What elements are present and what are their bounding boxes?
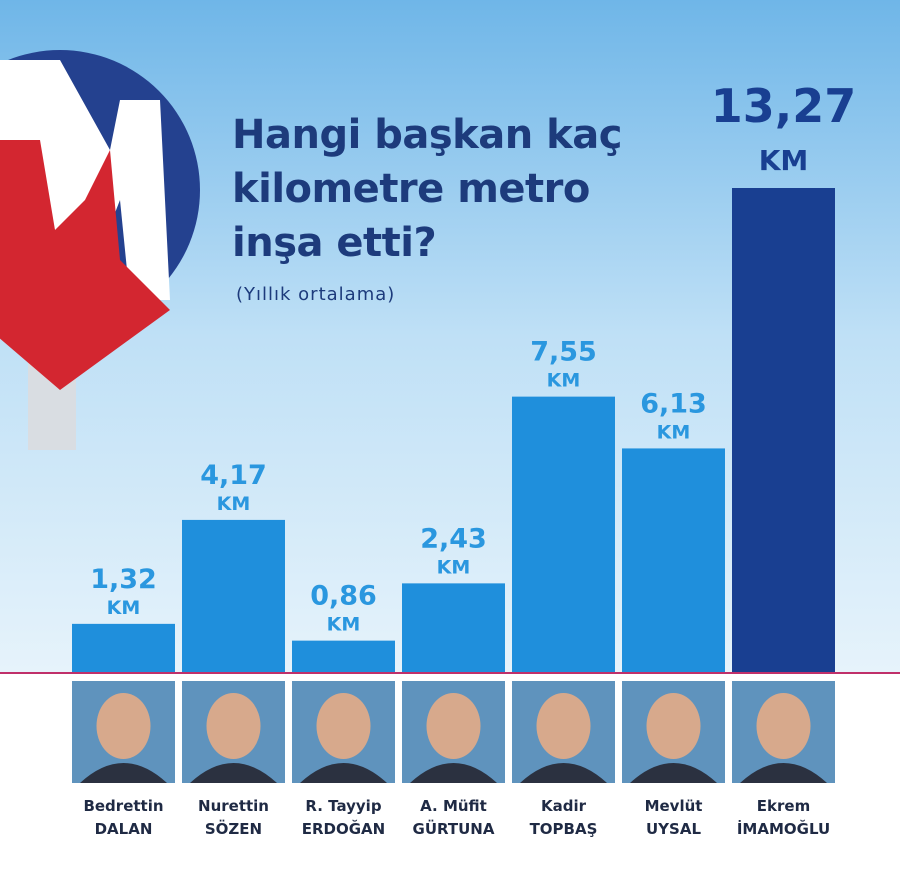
- portrait-suit: [300, 763, 387, 783]
- value-label: 0,86: [310, 581, 377, 612]
- unit-label: KM: [437, 556, 471, 578]
- chart-subtitle: (Yıllık ortalama): [236, 284, 396, 305]
- bars: 1,32KMBedrettinDALAN4,17KMNurettinSÖZEN0…: [72, 79, 856, 838]
- portrait-suit: [80, 763, 167, 783]
- x-tick-label: A. Müfit: [420, 797, 487, 815]
- x-tick-label: TOPBAŞ: [530, 820, 598, 838]
- bar: [732, 188, 835, 672]
- portrait-suit: [410, 763, 497, 783]
- x-tick-label: Nurettin: [198, 797, 269, 815]
- x-tick-label: Mevlüt: [645, 797, 703, 815]
- metro-logo: [0, 50, 200, 450]
- portrait-face: [426, 693, 481, 759]
- bar: [622, 448, 725, 672]
- x-tick-label: GÜRTUNA: [413, 819, 495, 838]
- x-tick-label: Bedrettin: [83, 797, 163, 815]
- value-label: 1,32: [90, 564, 157, 595]
- x-tick-label: UYSAL: [646, 820, 701, 838]
- bar: [72, 623, 175, 672]
- portrait-suit: [740, 763, 827, 783]
- value-label: 13,27: [711, 79, 857, 133]
- portrait-face: [96, 693, 151, 759]
- unit-label: KM: [547, 370, 581, 392]
- x-tick-label: SÖZEN: [205, 819, 262, 838]
- value-label: 2,43: [420, 523, 487, 554]
- portrait-face: [756, 693, 811, 759]
- portrait-face: [646, 693, 701, 759]
- portrait-suit: [630, 763, 717, 783]
- bar: [512, 396, 615, 672]
- bar: [402, 583, 505, 672]
- unit-label: KM: [657, 421, 691, 443]
- bar: [292, 640, 395, 672]
- portrait-face: [206, 693, 261, 759]
- value-label: 7,55: [530, 337, 597, 368]
- x-tick-label: Ekrem: [757, 797, 810, 815]
- portrait-face: [316, 693, 371, 759]
- value-label: 6,13: [640, 388, 707, 419]
- unit-label: KM: [759, 144, 809, 177]
- bar: [182, 519, 285, 672]
- x-tick-label: Kadir: [541, 797, 587, 815]
- x-tick-label: İMAMOĞLU: [737, 819, 830, 838]
- unit-label: KM: [217, 493, 251, 515]
- x-tick-label: R. Tayyip: [305, 797, 381, 815]
- value-label: 4,17: [200, 460, 267, 491]
- portrait-suit: [190, 763, 277, 783]
- x-tick-label: ERDOĞAN: [302, 819, 385, 838]
- chart-title: Hangi başkan kaç kilometre metro inşa et…: [232, 112, 622, 266]
- unit-label: KM: [107, 597, 141, 619]
- portrait-suit: [520, 763, 607, 783]
- x-tick-label: DALAN: [95, 820, 153, 838]
- unit-label: KM: [327, 614, 361, 636]
- portrait-face: [536, 693, 591, 759]
